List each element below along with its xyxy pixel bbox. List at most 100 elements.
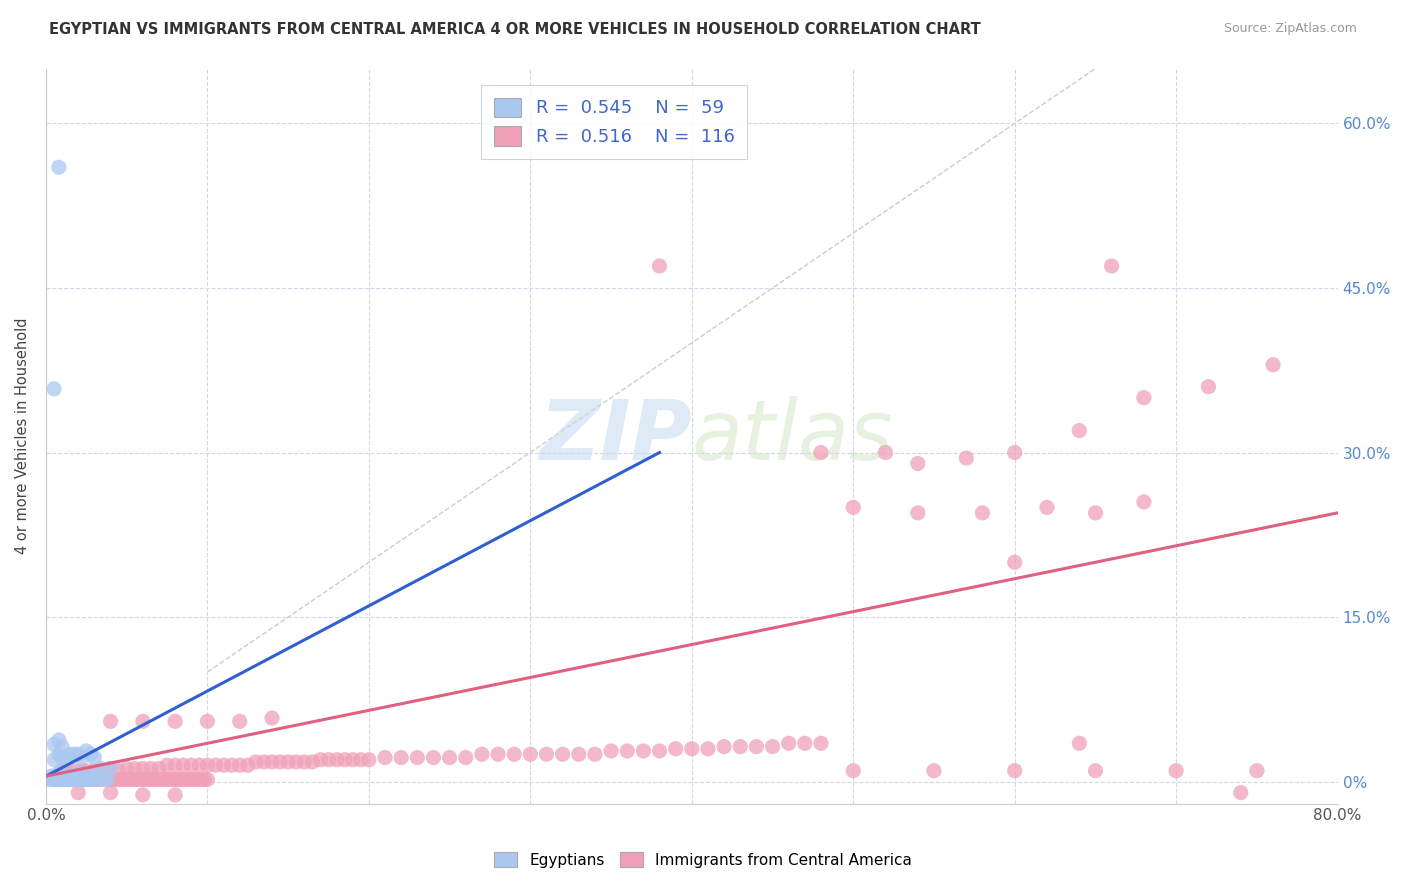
Point: [42, 772, 65, 787]
Point: [1246, 764, 1268, 778]
Point: [536, 747, 558, 762]
Point: [70, 772, 93, 787]
Point: [568, 747, 591, 762]
Point: [135, 772, 157, 787]
Point: [83, 764, 105, 778]
Point: [96, 772, 118, 787]
Point: [157, 772, 180, 787]
Point: [1101, 259, 1123, 273]
Point: [75, 764, 97, 778]
Point: [63, 772, 86, 787]
Point: [1036, 500, 1059, 515]
Point: [810, 736, 832, 750]
Point: [132, 788, 155, 802]
Point: [180, 758, 202, 772]
Point: [1198, 380, 1220, 394]
Point: [665, 741, 688, 756]
Point: [70, 772, 93, 787]
Point: [46, 772, 69, 787]
Point: [91, 764, 114, 778]
Point: [155, 772, 177, 787]
Point: [100, 772, 122, 787]
Point: [51, 772, 73, 787]
Point: [165, 714, 187, 729]
Legend: R =  0.545    N =  59, R =  0.516    N =  116: R = 0.545 N = 59, R = 0.516 N = 116: [481, 85, 747, 159]
Point: [70, 750, 93, 764]
Point: [93, 772, 115, 787]
Point: [183, 772, 205, 787]
Point: [93, 772, 115, 787]
Point: [132, 772, 155, 787]
Point: [713, 739, 735, 754]
Point: [77, 772, 100, 787]
Point: [138, 772, 160, 787]
Point: [56, 772, 79, 787]
Point: [148, 772, 170, 787]
Point: [51, 769, 73, 783]
Point: [45, 772, 67, 787]
Point: [165, 772, 187, 787]
Point: [48, 765, 70, 780]
Point: [100, 762, 122, 776]
Point: [167, 772, 190, 787]
Point: [83, 769, 105, 783]
Point: [389, 750, 412, 764]
Point: [53, 769, 76, 783]
Point: [77, 772, 100, 787]
Point: [139, 762, 162, 776]
Point: [197, 714, 219, 729]
Point: [115, 772, 138, 787]
Point: [374, 750, 396, 764]
Point: [1229, 786, 1251, 800]
Point: [58, 772, 80, 787]
Point: [172, 758, 194, 772]
Point: [72, 769, 94, 783]
Point: [67, 747, 90, 762]
Point: [100, 786, 122, 800]
Point: [80, 772, 103, 787]
Point: [42, 753, 65, 767]
Point: [1004, 555, 1026, 569]
Point: [204, 758, 226, 772]
Point: [728, 739, 751, 754]
Point: [51, 772, 73, 787]
Point: [292, 755, 315, 769]
Point: [48, 161, 70, 175]
Point: [190, 772, 212, 787]
Point: [73, 772, 96, 787]
Point: [48, 747, 70, 762]
Point: [1069, 736, 1091, 750]
Point: [761, 739, 783, 754]
Point: [83, 772, 105, 787]
Point: [118, 772, 141, 787]
Text: atlas: atlas: [692, 395, 893, 476]
Point: [49, 772, 72, 787]
Point: [100, 762, 122, 776]
Point: [422, 750, 444, 764]
Point: [236, 758, 259, 772]
Point: [48, 769, 70, 783]
Point: [38, 772, 60, 787]
Point: [842, 764, 865, 778]
Point: [325, 753, 347, 767]
Point: [180, 772, 202, 787]
Point: [107, 764, 129, 778]
Point: [90, 762, 112, 776]
Point: [197, 758, 219, 772]
Point: [1069, 424, 1091, 438]
Point: [519, 747, 541, 762]
Point: [42, 737, 65, 751]
Point: [193, 772, 215, 787]
Point: [86, 772, 108, 787]
Point: [357, 753, 380, 767]
Point: [165, 758, 187, 772]
Point: [51, 739, 73, 754]
Point: [245, 755, 267, 769]
Point: [350, 753, 373, 767]
Point: [1133, 391, 1156, 405]
Point: [471, 747, 494, 762]
Point: [170, 772, 193, 787]
Point: [285, 755, 308, 769]
Point: [922, 764, 945, 778]
Point: [42, 772, 65, 787]
